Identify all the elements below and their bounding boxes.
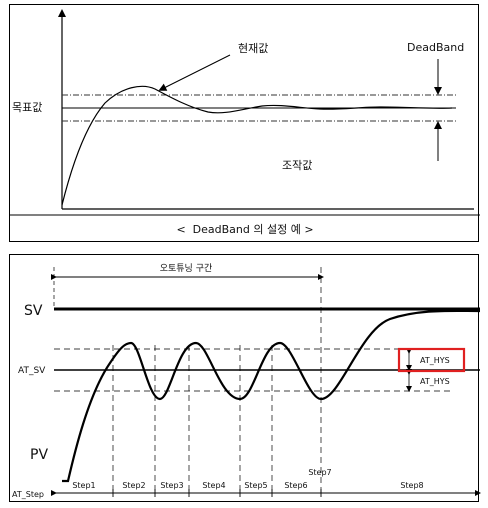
step-ticks [112,489,322,497]
at-step-label: AT_Step [12,490,44,499]
deadband-diagram: 현재값 DeadBand 목표값 조작값 < DeadBand 의 설정 예 > [10,9,480,236]
sv-label: SV [24,303,43,319]
step-label-4: Step4 [202,481,225,490]
autotuning-diagram-panel: 오토튜닝 구간 SV AT_SV PV AT_HYS AT_HYS AT_Ste… [9,254,481,502]
manipulated-value-label: 조작값 [282,159,312,172]
pv-label: PV [30,447,48,463]
step-label-6: Step6 [284,481,307,490]
step-label-7: Step7 [308,468,331,477]
step-dividers [112,267,322,493]
caption: < DeadBand 의 설정 예 > [176,223,313,236]
deadband-label: DeadBand [407,41,464,54]
target-value-label: 목표값 [12,101,42,114]
hys-bottom-label: AT_HYS [420,377,450,386]
pv-curve [62,309,481,483]
deadband-diagram-panel: 현재값 DeadBand 목표값 조작값 < DeadBand 의 설정 예 > [9,4,480,242]
step-label-5: Step5 [244,481,267,490]
response-curve [61,85,453,206]
hys-top-label: AT_HYS [420,356,450,365]
section-label: 오토튜닝 구간 [160,263,213,274]
hys-highlight-box [397,347,466,373]
step-label-3: Step3 [160,481,183,490]
step-label-2: Step2 [122,481,145,490]
at-sv-label: AT_SV [18,366,46,376]
step-label-8: Step8 [400,481,423,490]
current-value-pointer [158,54,231,91]
step-label-1: Step1 [72,481,95,490]
autotuning-diagram: 오토튜닝 구간 SV AT_SV PV AT_HYS AT_HYS AT_Ste… [12,263,481,499]
current-value-label: 현재값 [238,42,268,55]
